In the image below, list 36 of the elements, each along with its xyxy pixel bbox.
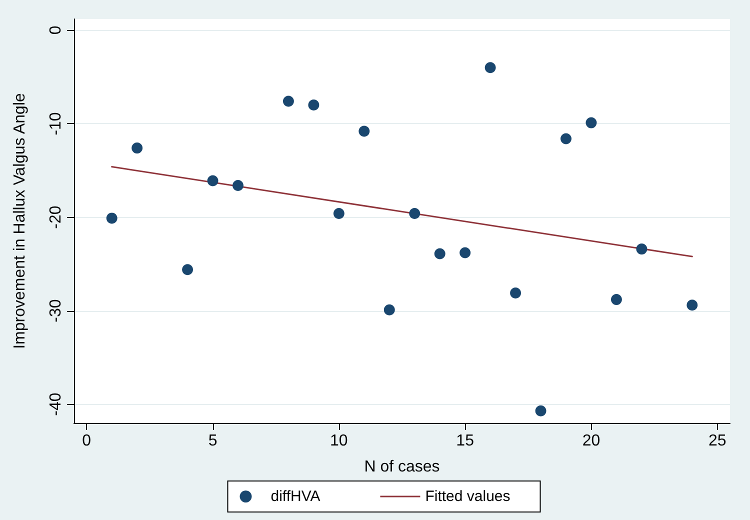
point [636,244,648,255]
y-tick-label: -40 [48,392,64,416]
x-axis-title: N of cases [364,458,440,476]
point [282,96,294,107]
point [207,175,218,186]
legend-label: diffHVA [270,488,320,505]
point [434,248,446,260]
x-tick-label: 20 [582,432,600,450]
x-tick-label: 10 [330,432,348,450]
point [182,264,194,276]
y-tick-label: -30 [48,299,64,322]
point [560,133,572,144]
point [308,100,320,111]
point [358,126,370,137]
point [106,212,118,224]
point [586,117,597,128]
y-tick-label: 0 [48,26,64,35]
point [132,142,143,154]
point [460,247,471,258]
point [535,405,546,416]
x-tick-label: 15 [456,432,474,450]
legend-label: Fitted values [425,488,510,505]
y-axis-title: Improvement in Hallux Valgus Angle [12,92,28,349]
point [610,294,622,306]
point [686,300,698,311]
point [384,304,395,316]
point [333,208,344,220]
x-tick-label: 0 [82,432,92,450]
x-tick-label: 5 [208,432,218,450]
point [510,288,522,299]
y-tick-label: -20 [48,206,64,229]
x-tick-label: 25 [708,432,726,450]
point [232,180,244,191]
y-tick-label: -10 [48,112,64,136]
point [484,62,496,74]
point [409,208,420,220]
